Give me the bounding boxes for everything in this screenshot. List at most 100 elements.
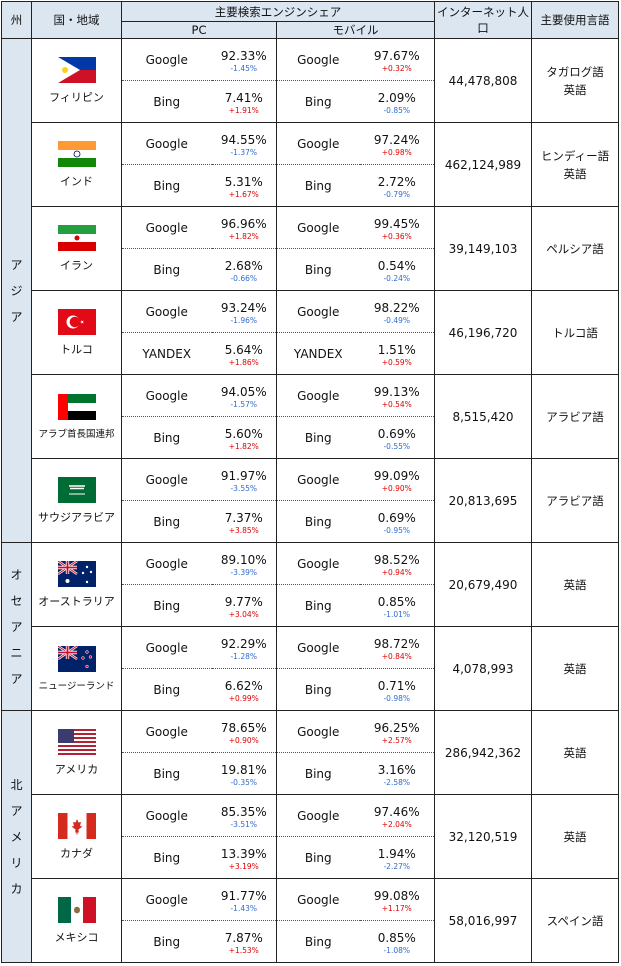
table-row: YANDEX 5.64% +1.86% YANDEX 1.51% +0.59% [2,332,619,375]
header-pc: PC [121,21,277,39]
region-char: ニ [10,645,23,660]
pc-share-change: -0.35% [230,777,258,787]
country-name: アラブ首長国連邦 [38,428,115,440]
mobile-engine-name: Bing [276,416,360,459]
pc-share-cell: 7.87% +1.53% [211,920,277,963]
pc-share-value: 94.05% [220,384,267,399]
table-row: インド Google 94.55% -1.37% Google 97.24% +0.98% 4… [2,122,619,207]
language-item: アラビア語 [546,409,604,424]
mobile-share-value: 1.94% [377,846,416,861]
pc-share-value: 9.77% [224,594,263,609]
table-row: Bing 2.68% -0.66% Bing 0.54% -0.24% [2,248,619,291]
pc-share-change: -1.43% [230,903,258,913]
table-row: Bing 6.62% +0.99% Bing 0.71% -0.98% [2,668,619,711]
table-row: 北アメリカアメリカ Google 78.65% +0.90% Google 96.25% +… [1,710,619,963]
country-name: メキシコ [54,930,99,944]
mobile-share-change: +0.54% [381,399,412,409]
table-row: Bing 13.39% +3.19% Bing 1.94% -2.27% [2,836,619,879]
usa-flag-icon [57,728,96,755]
internet-population: 8,515,420 [434,374,532,459]
pc-share-cell: 13.39% +3.19% [211,836,277,879]
pc-share-value: 96.96% [220,216,267,231]
mobile-share-cell: 0.54% -0.24% [359,248,435,291]
mobile-share-value: 1.51% [377,342,416,357]
mobile-share-cell: 2.72% -0.79% [359,164,435,207]
country-cell: メキシコ [31,878,122,963]
pc-engine-name: Bing [121,416,212,459]
country-cell: ニュージーランド [31,626,122,711]
pc-share-change: +1.91% [228,105,259,115]
mobile-share-cell: 98.72% +0.84% [359,626,435,669]
internet-population: 32,120,519 [434,794,532,879]
mobile-share-change: +2.57% [381,735,412,745]
region-char: リ [10,855,23,870]
table-row: Bing 9.77% +3.04% Bing 0.85% -1.01% [2,584,619,627]
language-item: 英語 [563,166,587,181]
pc-share-change: +1.67% [228,189,259,199]
pc-engine-name: Bing [121,80,212,123]
pc-share-value: 7.37% [224,510,263,525]
pc-share-value: 91.97% [220,468,267,483]
country-cell: イラン [31,206,122,291]
mobile-engine-name: Bing [276,752,360,795]
pc-engine-name: Bing [121,500,212,543]
pc-share-cell: 78.65% +0.90% [211,710,277,753]
mobile-share-value: 98.52% [373,552,420,567]
mobile-share-value: 98.72% [373,636,420,651]
mobile-share-cell: 1.51% +0.59% [359,332,435,375]
india-flag-icon [57,140,96,167]
internet-population: 20,813,695 [434,458,532,543]
mobile-share-cell: 0.85% -1.08% [359,920,435,963]
pc-share-change: -3.51% [230,819,258,829]
mobile-share-change: +0.32% [381,63,412,73]
language-item: アラビア語 [546,493,604,508]
mobile-share-cell: 0.69% -0.95% [359,500,435,543]
language-cell: タガログ語 英語 [531,38,619,123]
mobile-share-cell: 0.69% -0.55% [359,416,435,459]
mobile-share-change: +0.94% [381,567,412,577]
mobile-share-cell: 0.85% -1.01% [359,584,435,627]
region-char: メ [10,829,23,844]
mobile-engine-name: Google [276,374,360,417]
table-row: イラン Google 96.96% +1.82% Google 99.45% +0.36% 3… [2,206,619,291]
country-cell: フィリピン [31,38,122,123]
table-row: Bing 5.60% +1.82% Bing 0.69% -0.55% [2,416,619,459]
mobile-engine-name: Google [276,38,360,81]
pc-engine-name: Google [121,542,212,585]
mobile-share-cell: 99.09% +0.90% [359,458,435,501]
language-item: 英語 [563,577,587,592]
pc-share-change: +3.19% [228,861,259,871]
internet-population: 4,078,993 [434,626,532,711]
pc-share-change: +0.90% [228,735,259,745]
mobile-share-change: +0.36% [381,231,412,241]
internet-population: 39,149,103 [434,206,532,291]
region-char: ア [10,619,23,634]
mobile-share-value: 96.25% [373,720,420,735]
language-cell: スペイン語 [531,878,619,963]
pc-share-value: 94.55% [220,132,267,147]
mobile-share-value: 99.13% [373,384,420,399]
pc-share-change: -1.96% [230,315,258,325]
mobile-share-change: +2.04% [381,819,412,829]
country-cell: トルコ [31,290,122,375]
mobile-share-value: 97.67% [373,48,420,63]
country-cell: アラブ首長国連邦 [31,374,122,459]
mobile-share-value: 0.69% [377,426,416,441]
mobile-share-change: -0.24% [383,273,411,283]
header-country: 国・地域 [31,1,122,39]
pc-share-cell: 5.31% +1.67% [211,164,277,207]
canada-flag-icon [57,812,96,839]
mexico-flag-icon [57,896,96,923]
language-cell: アラビア語 [531,458,619,543]
mobile-engine-name: Google [276,626,360,669]
mobile-engine-name: Bing [276,836,360,879]
pc-share-cell: 7.37% +3.85% [211,500,277,543]
mobile-share-cell: 97.67% +0.32% [359,38,435,81]
language-cell: ヒンディー語 英語 [531,122,619,207]
pc-share-cell: 94.05% -1.57% [211,374,277,417]
mobile-share-cell: 0.71% -0.98% [359,668,435,711]
mobile-share-value: 98.22% [373,300,420,315]
pc-share-value: 5.64% [224,342,263,357]
region-cell-asia: アジア [1,38,32,543]
